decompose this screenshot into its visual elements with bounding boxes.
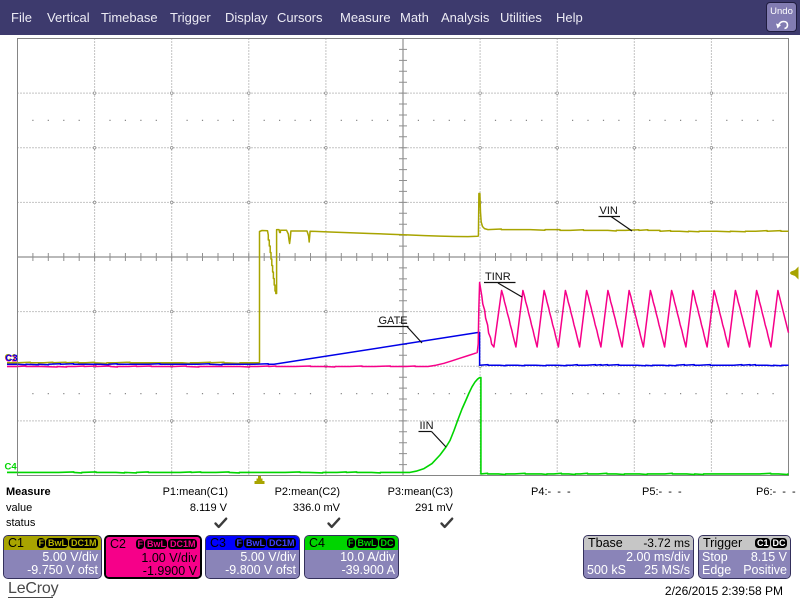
svg-text:C4: C4 [5,462,18,473]
svg-text:C2: C2 [5,354,17,365]
svg-text:TINR: TINR [485,271,511,283]
svg-text:VIN: VIN [600,205,618,217]
svg-text:GATE: GATE [379,315,408,327]
svg-text:C1: C1 [5,353,18,364]
svg-text:IIN: IIN [420,420,434,432]
svg-text:C3: C3 [6,353,18,364]
